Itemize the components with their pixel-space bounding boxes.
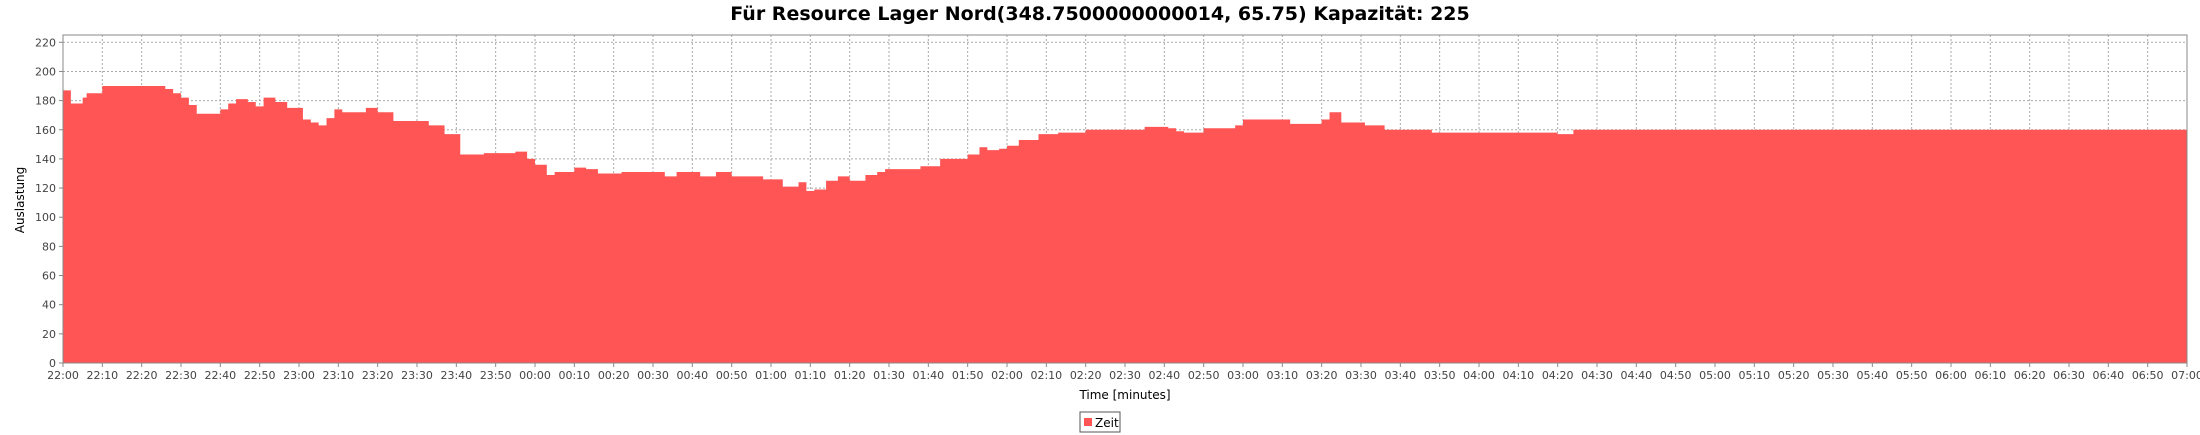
x-tick-label: 06:10: [1974, 369, 2006, 382]
x-tick-label: 22:20: [126, 369, 158, 382]
x-tick-label: 00:10: [558, 369, 590, 382]
x-axis-ticks: 22:00 22:10 22:20 22:30 22:40 22:50 23:00 23:10…: [47, 363, 2200, 382]
y-axis-ticks: 0 20 40 60 80 100 120 140 160 180 200 220: [35, 36, 63, 370]
x-tick-label: 05:40: [1856, 369, 1888, 382]
x-tick-label: 00:40: [676, 369, 708, 382]
x-tick-label: 22:00: [47, 369, 79, 382]
x-axis-label: Time [minutes]: [1078, 388, 1170, 402]
x-tick-label: 23:10: [322, 369, 354, 382]
x-tick-label: 05:00: [1699, 369, 1731, 382]
series-area-zeit: [63, 86, 2187, 364]
x-tick-label: 03:10: [1266, 369, 1298, 382]
legend-box: [1079, 411, 1121, 433]
x-tick-label: 01:40: [912, 369, 944, 382]
x-tick-label: 07:00: [2171, 369, 2200, 382]
x-tick-label: 22:40: [204, 369, 236, 382]
x-tick-label: 01:20: [834, 369, 866, 382]
x-tick-label: 04:30: [1581, 369, 1613, 382]
x-tick-label: 03:00: [1227, 369, 1259, 382]
x-tick-label: 05:20: [1778, 369, 1810, 382]
y-tick-label: 220: [35, 36, 56, 49]
x-tick-label: 23:00: [283, 369, 315, 382]
series-area: [63, 86, 2187, 364]
x-tick-label: 02:00: [991, 369, 1023, 382]
x-tick-label: 05:30: [1817, 369, 1849, 382]
y-tick-label: 180: [35, 95, 56, 108]
legend: Zeit: [1079, 411, 1121, 433]
x-tick-label: 00:00: [519, 369, 551, 382]
x-tick-label: 03:50: [1424, 369, 1456, 382]
x-tick-label: 00:50: [716, 369, 748, 382]
x-tick-label: 02:30: [1109, 369, 1141, 382]
y-tick-label: 100: [35, 211, 56, 224]
y-tick-label: 160: [35, 124, 56, 137]
x-tick-label: 00:20: [598, 369, 630, 382]
x-tick-label: 04:00: [1463, 369, 1495, 382]
x-tick-label: 05:50: [1896, 369, 1928, 382]
y-tick-label: 20: [42, 328, 56, 341]
x-tick-label: 22:50: [244, 369, 276, 382]
x-tick-label: 04:10: [1502, 369, 1534, 382]
x-tick-label: 03:20: [1306, 369, 1338, 382]
x-tick-label: 23:50: [480, 369, 512, 382]
x-tick-label: 05:10: [1738, 369, 1770, 382]
x-tick-label: 22:30: [165, 369, 197, 382]
x-tick-label: 01:30: [873, 369, 905, 382]
y-axis-label: Auslastung: [13, 167, 27, 234]
x-tick-label: 22:10: [86, 369, 118, 382]
x-tick-label: 23:40: [440, 369, 472, 382]
x-tick-label: 03:30: [1345, 369, 1377, 382]
x-tick-label: 02:20: [1070, 369, 1102, 382]
x-tick-label: 01:10: [794, 369, 826, 382]
x-tick-label: 23:30: [401, 369, 433, 382]
x-tick-label: 04:40: [1620, 369, 1652, 382]
x-tick-label: 01:50: [952, 369, 984, 382]
x-tick-label: 02:10: [1030, 369, 1062, 382]
y-tick-label: 80: [42, 240, 56, 253]
legend-swatch: [1084, 418, 1092, 426]
x-tick-label: 03:40: [1384, 369, 1416, 382]
x-tick-label: 23:20: [362, 369, 394, 382]
y-tick-label: 120: [35, 182, 56, 195]
x-tick-label: 06:50: [2132, 369, 2164, 382]
x-tick-label: 06:40: [2092, 369, 2124, 382]
x-tick-label: 01:00: [755, 369, 787, 382]
x-tick-label: 06:00: [1935, 369, 1967, 382]
x-tick-label: 00:30: [637, 369, 669, 382]
legend-label: Zeit: [1095, 416, 1119, 430]
y-tick-label: 0: [49, 357, 56, 370]
x-tick-label: 04:20: [1542, 369, 1574, 382]
y-tick-label: 200: [35, 65, 56, 78]
y-tick-label: 60: [42, 270, 56, 283]
y-tick-label: 40: [42, 299, 56, 312]
y-tick-label: 140: [35, 153, 56, 166]
x-tick-label: 04:50: [1660, 369, 1692, 382]
x-tick-label: 02:50: [1188, 369, 1220, 382]
chart-title: Für Resource Lager Nord(348.750000000001…: [730, 3, 1470, 25]
x-tick-label: 02:40: [1148, 369, 1180, 382]
x-tick-label: 06:30: [2053, 369, 2085, 382]
x-tick-label: 06:20: [2014, 369, 2046, 382]
